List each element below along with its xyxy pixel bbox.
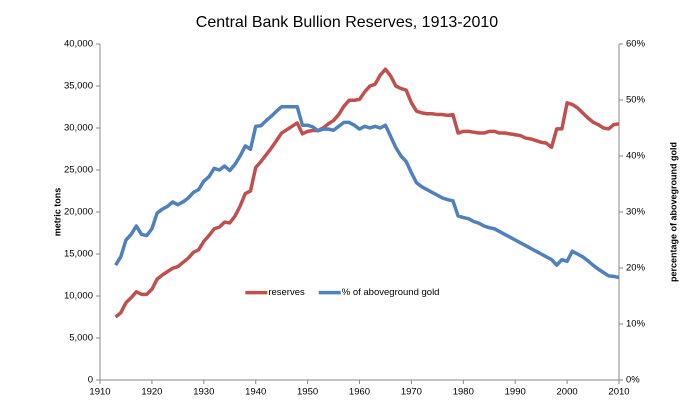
y2-tick-label: 0% <box>626 375 640 386</box>
y2-tick-label: 10% <box>626 319 646 330</box>
legend-label: reserves <box>268 287 305 298</box>
y2-tick-label: 50% <box>626 95 646 106</box>
x-tick-label: 1950 <box>297 387 318 398</box>
y2-tick-label: 60% <box>626 39 646 50</box>
y-tick-label: 25,000 <box>64 165 93 176</box>
x-tick-label: 1940 <box>245 387 266 398</box>
y-tick-label: 10,000 <box>64 291 93 302</box>
y-tick-label: 30,000 <box>64 123 93 134</box>
legend-label: % of aboveground gold <box>342 287 440 298</box>
x-tick-label: 1970 <box>401 387 422 398</box>
y-tick-label: 35,000 <box>64 81 93 92</box>
y-tick-label: 20,000 <box>64 207 93 218</box>
x-tick-label: 1990 <box>505 387 526 398</box>
legend: reserves % of aboveground gold <box>245 287 439 298</box>
data-line <box>114 67 620 319</box>
y2-tick-label: 30% <box>626 207 646 218</box>
x-tick-label: 1960 <box>349 387 370 398</box>
x-tick-label: 2010 <box>608 387 629 398</box>
x-tick-label: 1980 <box>453 387 474 398</box>
x-tick-label: 1930 <box>193 387 214 398</box>
y-tick-label: 5,000 <box>69 333 93 344</box>
x-tick-label: 2000 <box>557 387 578 398</box>
y2-axis-title: percentage of aboveground gold <box>668 142 678 282</box>
y-tick-label: 40,000 <box>64 39 93 50</box>
y2-tick-label: 40% <box>626 151 646 162</box>
data-line <box>114 104 620 280</box>
chart-title: Central Bank Bullion Reserves, 1913-2010 <box>196 14 499 31</box>
y2-tick-label: 20% <box>626 263 646 274</box>
x-tick-label: 1920 <box>141 387 162 398</box>
y-tick-label: 15,000 <box>64 249 93 260</box>
x-tick-label: 1910 <box>89 387 110 398</box>
y-axis-title: metric tons <box>52 188 62 237</box>
y-tick-label: 0 <box>88 375 93 386</box>
